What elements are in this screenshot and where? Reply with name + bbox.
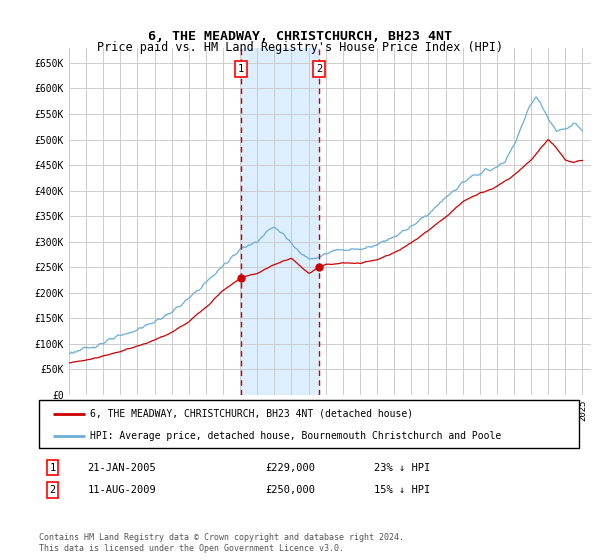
Text: HPI: Average price, detached house, Bournemouth Christchurch and Poole: HPI: Average price, detached house, Bour… (90, 431, 502, 441)
Text: Contains HM Land Registry data © Crown copyright and database right 2024.
This d: Contains HM Land Registry data © Crown c… (39, 534, 404, 553)
Text: 2: 2 (316, 64, 322, 74)
Text: 11-AUG-2009: 11-AUG-2009 (88, 485, 157, 495)
Text: 6, THE MEADWAY, CHRISTCHURCH, BH23 4NT: 6, THE MEADWAY, CHRISTCHURCH, BH23 4NT (148, 30, 452, 43)
Text: 15% ↓ HPI: 15% ↓ HPI (374, 485, 430, 495)
Text: 1: 1 (49, 463, 56, 473)
Text: 23% ↓ HPI: 23% ↓ HPI (374, 463, 430, 473)
Bar (241, 48, 319, 395)
Text: 2: 2 (49, 485, 56, 495)
Text: £229,000: £229,000 (266, 463, 316, 473)
Text: 6, THE MEADWAY, CHRISTCHURCH, BH23 4NT (detached house): 6, THE MEADWAY, CHRISTCHURCH, BH23 4NT (… (90, 409, 413, 419)
Text: 1: 1 (238, 64, 244, 74)
Text: Price paid vs. HM Land Registry's House Price Index (HPI): Price paid vs. HM Land Registry's House … (97, 41, 503, 54)
Text: £250,000: £250,000 (266, 485, 316, 495)
Text: 21-JAN-2005: 21-JAN-2005 (88, 463, 157, 473)
